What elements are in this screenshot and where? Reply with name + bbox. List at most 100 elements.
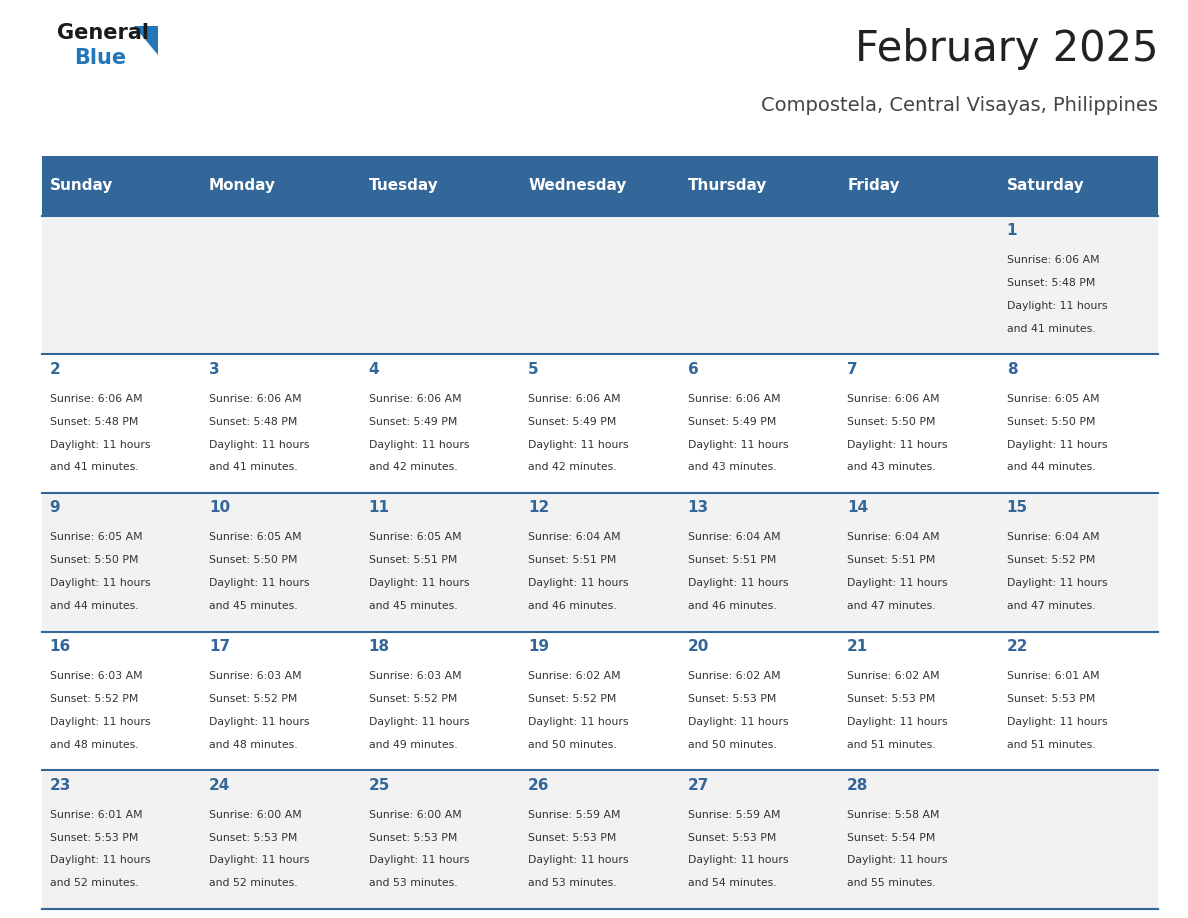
Text: Sunrise: 6:05 AM: Sunrise: 6:05 AM [1006, 394, 1099, 404]
Text: Sunset: 5:54 PM: Sunset: 5:54 PM [847, 833, 936, 843]
Text: Sunset: 5:53 PM: Sunset: 5:53 PM [1006, 694, 1095, 704]
Text: and 51 minutes.: and 51 minutes. [847, 740, 936, 750]
Text: Daylight: 11 hours: Daylight: 11 hours [50, 578, 150, 588]
Text: Compostela, Central Visayas, Philippines: Compostela, Central Visayas, Philippines [762, 96, 1158, 116]
Text: 19: 19 [529, 639, 549, 654]
Text: Sunset: 5:49 PM: Sunset: 5:49 PM [688, 417, 776, 427]
Text: Sunset: 5:53 PM: Sunset: 5:53 PM [50, 833, 138, 843]
Text: Sunset: 5:52 PM: Sunset: 5:52 PM [50, 694, 138, 704]
Text: Sunrise: 6:00 AM: Sunrise: 6:00 AM [209, 810, 302, 820]
Text: Sunrise: 6:05 AM: Sunrise: 6:05 AM [50, 532, 143, 543]
Text: Sunset: 5:52 PM: Sunset: 5:52 PM [368, 694, 457, 704]
Text: and 44 minutes.: and 44 minutes. [50, 601, 138, 611]
Text: 23: 23 [50, 778, 71, 792]
Text: 16: 16 [50, 639, 71, 654]
Text: and 45 minutes.: and 45 minutes. [209, 601, 298, 611]
Text: Sunrise: 6:06 AM: Sunrise: 6:06 AM [847, 394, 940, 404]
Text: and 48 minutes.: and 48 minutes. [50, 740, 138, 750]
Text: Daylight: 11 hours: Daylight: 11 hours [529, 856, 628, 866]
Text: Sunrise: 5:58 AM: Sunrise: 5:58 AM [847, 810, 940, 820]
Text: and 55 minutes.: and 55 minutes. [847, 879, 936, 889]
Text: Sunrise: 6:06 AM: Sunrise: 6:06 AM [688, 394, 781, 404]
Text: Sunset: 5:53 PM: Sunset: 5:53 PM [368, 833, 457, 843]
Text: and 46 minutes.: and 46 minutes. [688, 601, 776, 611]
Text: and 43 minutes.: and 43 minutes. [688, 463, 776, 473]
Text: Sunrise: 6:06 AM: Sunrise: 6:06 AM [368, 394, 461, 404]
Text: and 47 minutes.: and 47 minutes. [1006, 601, 1095, 611]
Text: Daylight: 11 hours: Daylight: 11 hours [847, 578, 948, 588]
Text: Daylight: 11 hours: Daylight: 11 hours [368, 856, 469, 866]
Text: Sunday: Sunday [50, 178, 113, 194]
Text: 12: 12 [529, 500, 549, 515]
Text: 1: 1 [1006, 223, 1017, 238]
Text: and 41 minutes.: and 41 minutes. [209, 463, 298, 473]
Text: and 53 minutes.: and 53 minutes. [368, 879, 457, 889]
Text: Sunrise: 6:05 AM: Sunrise: 6:05 AM [209, 532, 302, 543]
Text: Daylight: 11 hours: Daylight: 11 hours [529, 578, 628, 588]
Text: and 49 minutes.: and 49 minutes. [368, 740, 457, 750]
Text: 18: 18 [368, 639, 390, 654]
Text: Daylight: 11 hours: Daylight: 11 hours [368, 717, 469, 727]
Text: Sunset: 5:50 PM: Sunset: 5:50 PM [209, 555, 297, 565]
Text: Friday: Friday [847, 178, 899, 194]
Text: Wednesday: Wednesday [529, 178, 626, 194]
Text: 15: 15 [1006, 500, 1028, 515]
Text: 28: 28 [847, 778, 868, 792]
Text: and 52 minutes.: and 52 minutes. [50, 879, 138, 889]
Text: Sunset: 5:53 PM: Sunset: 5:53 PM [529, 833, 617, 843]
Text: Sunrise: 6:02 AM: Sunrise: 6:02 AM [688, 671, 781, 681]
Text: Sunrise: 6:04 AM: Sunrise: 6:04 AM [1006, 532, 1099, 543]
Text: 11: 11 [368, 500, 390, 515]
Text: Sunset: 5:50 PM: Sunset: 5:50 PM [847, 417, 936, 427]
Text: Sunrise: 6:04 AM: Sunrise: 6:04 AM [688, 532, 781, 543]
Text: and 48 minutes.: and 48 minutes. [209, 740, 298, 750]
Text: 13: 13 [688, 500, 709, 515]
Text: 24: 24 [209, 778, 230, 792]
Text: and 53 minutes.: and 53 minutes. [529, 879, 617, 889]
Text: 25: 25 [368, 778, 390, 792]
Text: Sunrise: 6:04 AM: Sunrise: 6:04 AM [529, 532, 621, 543]
Text: Daylight: 11 hours: Daylight: 11 hours [1006, 717, 1107, 727]
Text: Sunset: 5:51 PM: Sunset: 5:51 PM [368, 555, 457, 565]
Text: Daylight: 11 hours: Daylight: 11 hours [209, 717, 310, 727]
Text: 20: 20 [688, 639, 709, 654]
Text: Sunrise: 6:03 AM: Sunrise: 6:03 AM [50, 671, 143, 681]
Text: and 54 minutes.: and 54 minutes. [688, 879, 776, 889]
Text: Sunrise: 6:02 AM: Sunrise: 6:02 AM [847, 671, 940, 681]
Text: Daylight: 11 hours: Daylight: 11 hours [209, 440, 310, 450]
Text: Blue: Blue [74, 48, 126, 68]
Text: Sunset: 5:53 PM: Sunset: 5:53 PM [688, 694, 776, 704]
Text: Sunset: 5:49 PM: Sunset: 5:49 PM [529, 417, 617, 427]
Text: and 52 minutes.: and 52 minutes. [209, 879, 298, 889]
Text: Sunrise: 6:01 AM: Sunrise: 6:01 AM [1006, 671, 1099, 681]
Text: Daylight: 11 hours: Daylight: 11 hours [50, 856, 150, 866]
Text: Sunset: 5:52 PM: Sunset: 5:52 PM [209, 694, 297, 704]
Text: 7: 7 [847, 362, 858, 376]
Text: Daylight: 11 hours: Daylight: 11 hours [1006, 440, 1107, 450]
Text: Thursday: Thursday [688, 178, 767, 194]
Text: Sunrise: 6:06 AM: Sunrise: 6:06 AM [1006, 255, 1099, 265]
Text: 4: 4 [368, 362, 379, 376]
Text: Sunset: 5:48 PM: Sunset: 5:48 PM [209, 417, 297, 427]
Text: Sunset: 5:53 PM: Sunset: 5:53 PM [688, 833, 776, 843]
Text: 9: 9 [50, 500, 61, 515]
Text: February 2025: February 2025 [855, 28, 1158, 70]
Text: Sunset: 5:51 PM: Sunset: 5:51 PM [847, 555, 936, 565]
Text: Sunset: 5:51 PM: Sunset: 5:51 PM [529, 555, 617, 565]
Text: and 51 minutes.: and 51 minutes. [1006, 740, 1095, 750]
Text: and 42 minutes.: and 42 minutes. [529, 463, 617, 473]
Text: Daylight: 11 hours: Daylight: 11 hours [847, 717, 948, 727]
Text: 2: 2 [50, 362, 61, 376]
Text: Sunset: 5:51 PM: Sunset: 5:51 PM [688, 555, 776, 565]
Text: Daylight: 11 hours: Daylight: 11 hours [1006, 301, 1107, 311]
Text: Sunrise: 6:01 AM: Sunrise: 6:01 AM [50, 810, 143, 820]
Text: Daylight: 11 hours: Daylight: 11 hours [847, 440, 948, 450]
Text: and 45 minutes.: and 45 minutes. [368, 601, 457, 611]
Text: Daylight: 11 hours: Daylight: 11 hours [688, 440, 788, 450]
Text: Daylight: 11 hours: Daylight: 11 hours [529, 440, 628, 450]
Text: Daylight: 11 hours: Daylight: 11 hours [50, 440, 150, 450]
Text: Daylight: 11 hours: Daylight: 11 hours [50, 717, 150, 727]
Text: Sunrise: 6:03 AM: Sunrise: 6:03 AM [209, 671, 302, 681]
Text: Sunset: 5:50 PM: Sunset: 5:50 PM [50, 555, 138, 565]
Text: 21: 21 [847, 639, 868, 654]
